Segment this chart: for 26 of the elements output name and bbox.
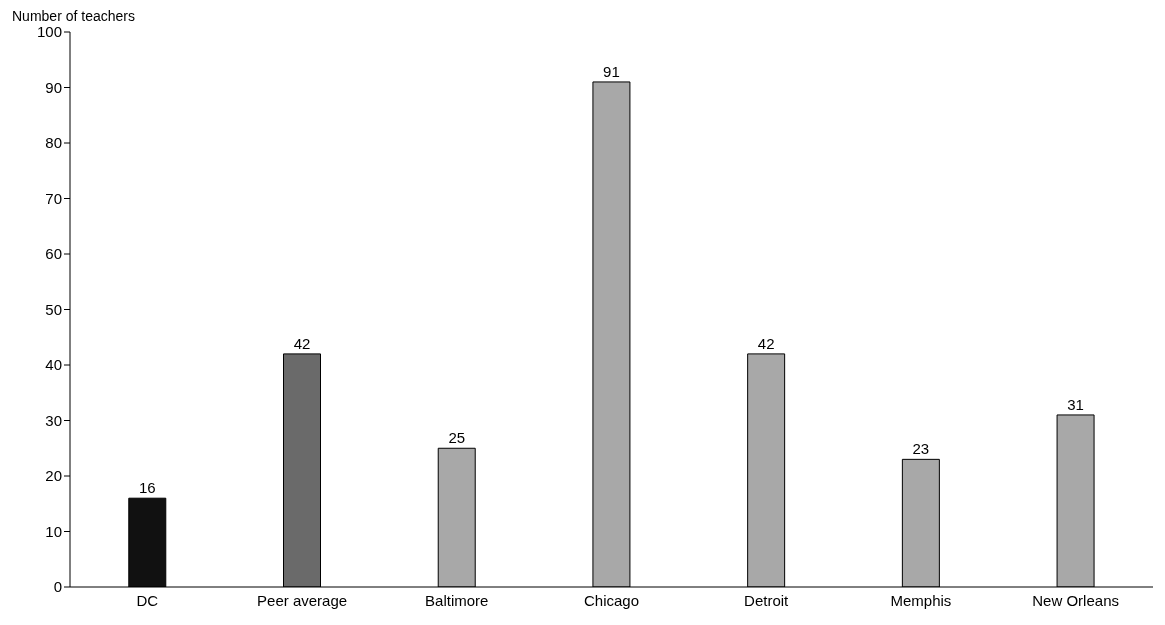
data-label: 42 [757, 334, 775, 352]
y-tick-label: 90 [45, 78, 62, 96]
y-tick-label: 0 [53, 578, 62, 596]
data-label: 31 [1067, 395, 1084, 413]
x-tick-label: New Orleans [1032, 591, 1119, 609]
data-label: 16 [138, 479, 156, 497]
y-tick-label: 80 [45, 134, 62, 152]
data-label: 25 [448, 429, 466, 447]
data-label: 91 [603, 62, 620, 80]
data-label: 42 [293, 334, 311, 352]
y-tick-label: 100 [36, 23, 62, 41]
y-tick-label: 20 [45, 467, 62, 485]
y-tick-label: 30 [45, 411, 62, 429]
y-tick-label: 70 [45, 189, 62, 207]
data-label: 23 [912, 440, 930, 458]
y-tick-label: 40 [45, 356, 62, 374]
y-axis-title: Number of teachers [11, 8, 136, 26]
x-tick-label: DC [136, 591, 159, 609]
y-tick-label: 50 [45, 300, 62, 318]
x-tick-label: Chicago [583, 591, 640, 609]
x-tick-label: Memphis [890, 591, 952, 609]
y-tick-label: 10 [45, 522, 62, 540]
x-tick-label: Detroit [744, 591, 790, 609]
y-tick-label: 60 [45, 245, 62, 263]
x-tick-label: Baltimore [425, 591, 489, 609]
x-tick-label: Peer average [257, 591, 348, 609]
